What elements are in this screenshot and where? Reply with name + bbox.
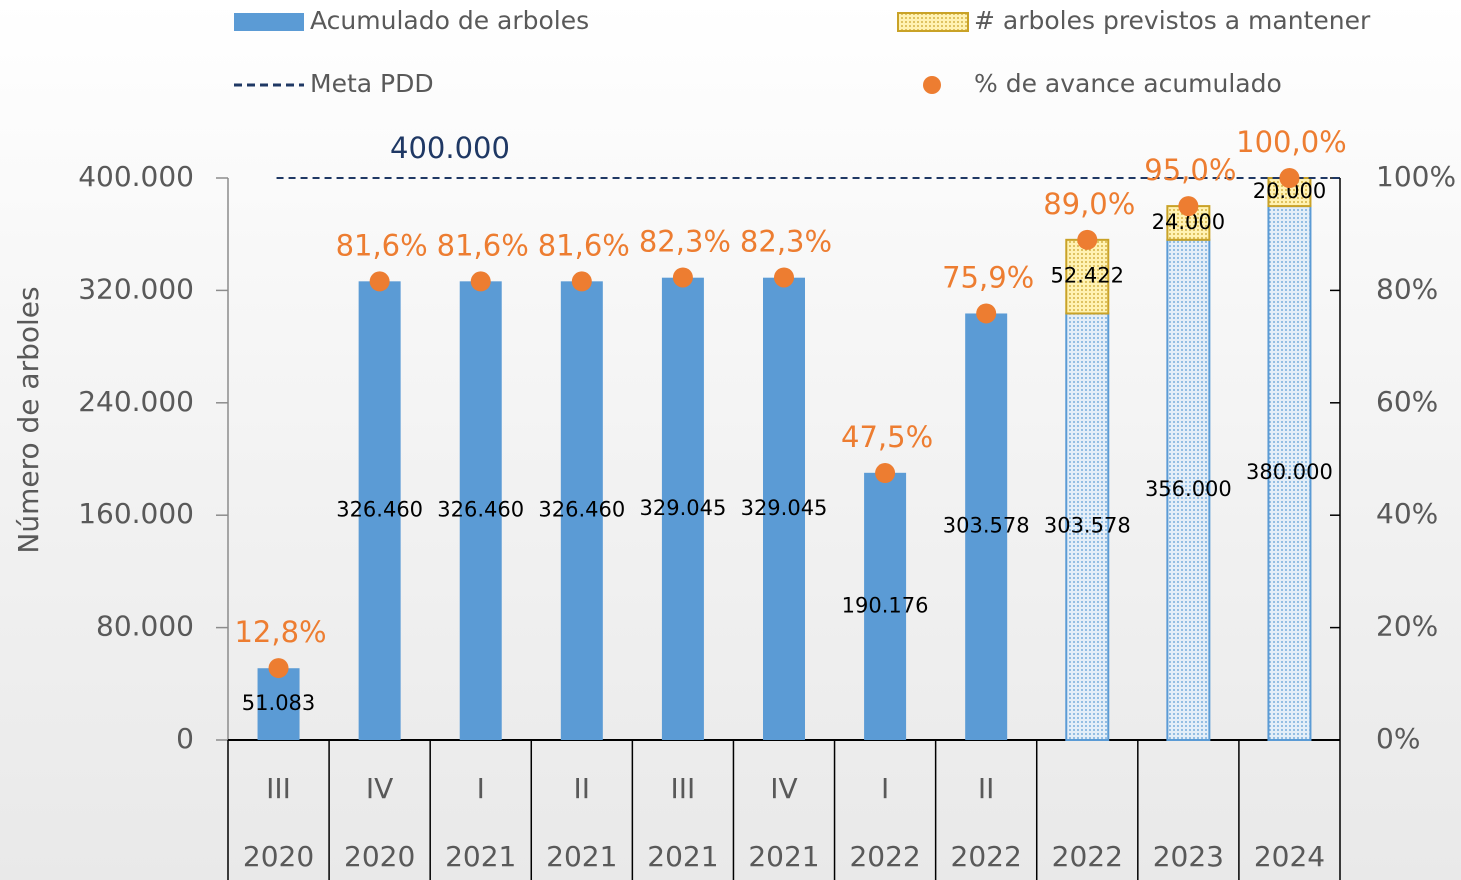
legend-swatch	[897, 12, 969, 32]
percent-dot	[1077, 229, 1098, 250]
y-tick-label: 320.000	[78, 272, 194, 305]
legend-swatch	[923, 76, 941, 94]
data-label: 329.045	[639, 496, 726, 520]
bar	[459, 281, 502, 740]
percent-dot	[976, 303, 997, 324]
data-label: 303.578	[943, 514, 1030, 538]
legend-label: Meta PDD	[310, 69, 434, 98]
percent-dot	[875, 463, 896, 484]
x-year-label: 2023	[1153, 840, 1224, 873]
data-label: 380.000	[1246, 460, 1333, 484]
percent-label: 81,6%	[538, 228, 630, 262]
y-axis-label: Número de arboles	[12, 286, 45, 553]
x-tick-label: III	[266, 772, 291, 805]
percent-label: 81,6%	[437, 228, 529, 262]
y2-tick-label: 40%	[1376, 497, 1438, 530]
percent-label: 75,9%	[942, 260, 1034, 294]
x-year-label: 2021	[445, 840, 516, 873]
data-label: 52.422	[1051, 264, 1124, 288]
y2-tick-label: 100%	[1376, 160, 1456, 193]
x-year-label: 2022	[1052, 840, 1123, 873]
percent-dot	[672, 267, 693, 288]
x-year-label: 2020	[344, 840, 415, 873]
stacked-bar	[1065, 238, 1110, 315]
percent-dot	[369, 271, 390, 292]
bar	[1065, 312, 1110, 741]
data-label: 190.176	[842, 593, 929, 617]
x-tick-label: II	[978, 772, 995, 805]
y-tick-label: 80.000	[96, 610, 194, 643]
x-year-label: 2022	[951, 840, 1022, 873]
percent-label: 12,8%	[234, 615, 326, 649]
y-tick-label: 160.000	[78, 497, 194, 530]
x-year-label: 2021	[647, 840, 718, 873]
percent-dot	[1279, 168, 1300, 188]
x-tick-label: I	[881, 772, 889, 805]
percent-dot	[470, 271, 491, 292]
data-label: 303.578	[1044, 514, 1131, 538]
bar	[661, 277, 704, 740]
x-tick-label: IV	[770, 772, 797, 805]
data-label: 329.045	[741, 496, 828, 520]
x-year-label: 2020	[243, 840, 314, 873]
percent-label: 82,3%	[740, 224, 832, 258]
data-label: 51.083	[242, 691, 315, 715]
data-label: 326.460	[437, 498, 524, 522]
percent-dot	[571, 271, 592, 292]
target-label: 400.000	[390, 131, 510, 165]
legend-label: % de avance acumulado	[974, 69, 1282, 98]
x-tick-label: II	[574, 772, 591, 805]
y-tick-label: 0	[176, 722, 194, 755]
y-tick-label: 240.000	[78, 385, 194, 418]
bar	[1267, 205, 1312, 742]
percent-label: 47,5%	[841, 420, 933, 454]
legend-label: Acumulado de arboles	[310, 6, 589, 35]
y-tick-label: 400.000	[78, 160, 194, 193]
percent-dot	[774, 267, 794, 288]
percent-label: 95,0%	[1144, 153, 1236, 187]
bar	[257, 668, 300, 740]
bar	[763, 277, 805, 740]
x-year-label: 2021	[748, 840, 819, 873]
data-label: 326.460	[336, 498, 423, 522]
y2-tick-label: 20%	[1376, 610, 1438, 643]
y2-tick-label: 80%	[1376, 272, 1438, 305]
x-year-label: 2024	[1254, 840, 1325, 873]
percent-label: 82,3%	[639, 224, 731, 258]
x-tick-label: I	[477, 772, 485, 805]
percent-label: 81,6%	[336, 228, 428, 262]
data-label: 356.000	[1145, 477, 1232, 501]
percent-label: 89,0%	[1043, 187, 1135, 221]
percent-label: 100,0%	[1236, 125, 1347, 159]
percent-dot	[1178, 196, 1199, 217]
bar	[560, 281, 603, 740]
data-label: 326.460	[538, 498, 625, 522]
x-tick-label: IV	[366, 772, 393, 805]
percent-dot	[268, 658, 289, 679]
x-year-label: 2021	[546, 840, 617, 873]
bar	[1166, 238, 1211, 741]
y2-tick-label: 0%	[1376, 722, 1420, 755]
x-year-label: 2022	[849, 840, 920, 873]
bar	[965, 313, 1008, 740]
bar	[864, 472, 907, 740]
legend-swatch	[234, 13, 304, 31]
legend-label: # arboles previstos a mantener	[974, 6, 1371, 35]
x-tick-label: III	[671, 772, 696, 805]
y2-tick-label: 60%	[1376, 385, 1438, 418]
bar	[358, 281, 401, 740]
